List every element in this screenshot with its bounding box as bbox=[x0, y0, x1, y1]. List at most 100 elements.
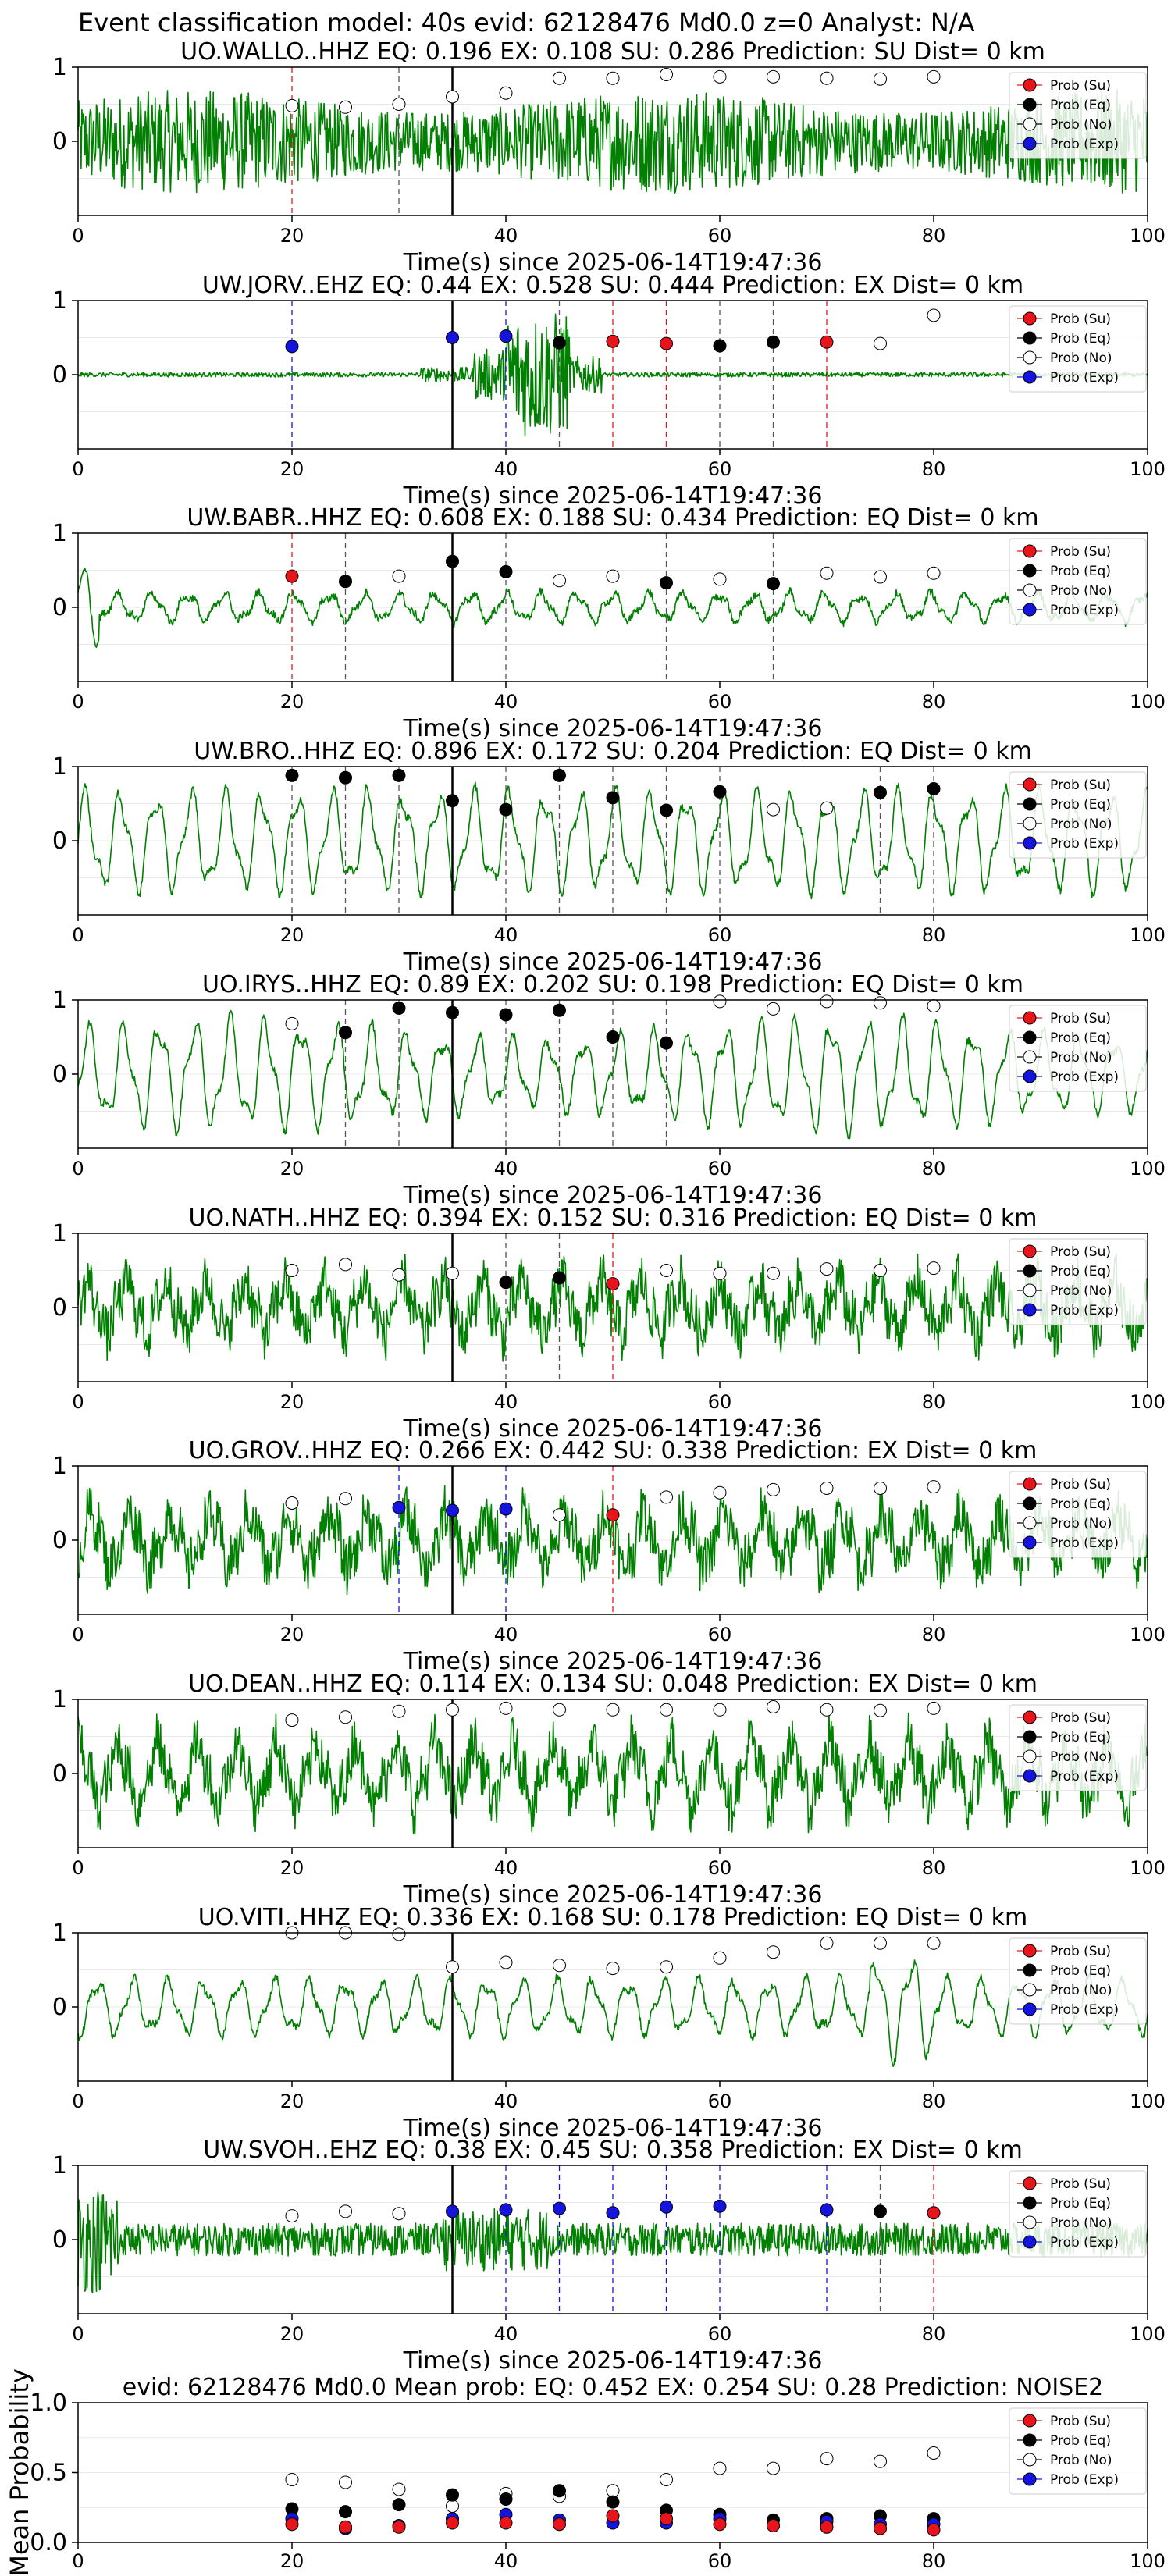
x-tick-label: 60 bbox=[708, 1624, 732, 1646]
mean-point-no bbox=[767, 2461, 780, 2475]
prob-point-no bbox=[874, 570, 887, 584]
x-axis-label: Time(s) since 2025-06-14T19:47:36 bbox=[403, 1881, 823, 1909]
legend-label-exp: Prob (Exp) bbox=[1050, 370, 1119, 386]
x-tick-label: 60 bbox=[708, 2550, 732, 2572]
legend-label-su: Prob (Su) bbox=[1050, 1477, 1111, 1493]
x-tick-label: 100 bbox=[1130, 225, 1166, 247]
legend-marker-su bbox=[1023, 777, 1037, 792]
prob-point-no bbox=[874, 72, 887, 86]
x-tick-label: 20 bbox=[280, 2090, 304, 2112]
x-tick-label: 0 bbox=[72, 1158, 84, 1179]
y-tick-label: 0 bbox=[52, 1294, 67, 1322]
x-tick-label: 60 bbox=[708, 1158, 732, 1179]
prob-point-no bbox=[553, 71, 566, 85]
panel-title: evid: 62128476 Md0.0 Mean prob: EQ: 0.45… bbox=[123, 2374, 1104, 2401]
prob-point-no bbox=[927, 69, 941, 84]
mean-point-no bbox=[927, 2446, 941, 2460]
y-tick-label: 0 bbox=[52, 2226, 67, 2254]
x-tick-label: 20 bbox=[280, 2323, 304, 2345]
prob-point-eq bbox=[553, 336, 566, 350]
legend-marker-eq bbox=[1023, 564, 1037, 578]
legend-label-exp: Prob (Exp) bbox=[1050, 603, 1119, 618]
prob-point-no bbox=[392, 1704, 406, 1718]
legend-marker-su bbox=[1023, 1011, 1037, 1025]
prob-point-eq bbox=[499, 564, 513, 578]
x-tick-label: 100 bbox=[1130, 1158, 1166, 1179]
prob-point-no bbox=[660, 1960, 673, 1974]
x-tick-label: 40 bbox=[494, 458, 518, 480]
panel-3: UW.BABR..HHZ EQ: 0.608 EX: 0.188 SU: 0.4… bbox=[52, 504, 1166, 742]
panel-5: UO.IRYS..HHZ EQ: 0.89 EX: 0.202 SU: 0.19… bbox=[52, 971, 1166, 1209]
prob-point-no bbox=[285, 1496, 299, 1510]
prob-point-eq bbox=[446, 554, 459, 568]
x-tick-label: 20 bbox=[280, 924, 304, 946]
legend-marker-eq bbox=[1023, 2433, 1037, 2447]
x-tick-label: 20 bbox=[280, 458, 304, 480]
prob-point-no bbox=[874, 1703, 887, 1717]
legend-box bbox=[1009, 2407, 1147, 2495]
prob-point-no bbox=[767, 1700, 780, 1713]
legend-label-no: Prob (No) bbox=[1050, 1516, 1112, 1532]
x-tick-label: 40 bbox=[494, 691, 518, 713]
legend-box bbox=[1009, 1704, 1147, 1791]
prob-point-eq bbox=[499, 1008, 513, 1022]
panel-title: UO.GROV..HHZ EQ: 0.266 EX: 0.442 SU: 0.3… bbox=[189, 1437, 1038, 1464]
mean-point-su bbox=[285, 2517, 299, 2532]
prob-point-eq bbox=[339, 1026, 352, 1040]
mean-point-su bbox=[339, 2520, 352, 2534]
legend-box bbox=[1009, 1005, 1147, 1092]
x-tick-label: 40 bbox=[494, 1391, 518, 1413]
panel-title: UO.NATH..HHZ EQ: 0.394 EX: 0.152 SU: 0.3… bbox=[189, 1204, 1038, 1232]
x-tick-label: 60 bbox=[708, 2323, 732, 2345]
prob-point-no bbox=[285, 1713, 299, 1727]
prob-point-no bbox=[553, 1703, 566, 1717]
y-tick-label: 1 bbox=[52, 1686, 67, 1713]
legend-marker-no bbox=[1023, 583, 1037, 597]
prob-point-exp bbox=[499, 2203, 513, 2217]
legend-label-no: Prob (No) bbox=[1050, 1283, 1112, 1299]
prob-point-su bbox=[660, 336, 673, 350]
prob-point-no bbox=[820, 801, 834, 815]
waveform-trace bbox=[77, 89, 1148, 194]
prob-point-no bbox=[606, 1962, 620, 1976]
panel-2: UW.JORV..EHZ EQ: 0.44 EX: 0.528 SU: 0.44… bbox=[52, 272, 1166, 510]
prob-point-no bbox=[874, 336, 887, 350]
y-tick-label: 1 bbox=[52, 1220, 67, 1247]
prob-point-eq bbox=[446, 794, 459, 808]
legend-marker-no bbox=[1023, 2453, 1037, 2467]
x-tick-label: 0 bbox=[72, 458, 84, 480]
prob-point-eq bbox=[767, 335, 780, 349]
prob-point-eq bbox=[606, 1030, 620, 1044]
y-tick-label: 0 bbox=[52, 827, 67, 855]
panel-title: UW.JORV..EHZ EQ: 0.44 EX: 0.528 SU: 0.44… bbox=[202, 272, 1023, 299]
mean-point-su bbox=[660, 2512, 673, 2526]
prob-point-su bbox=[927, 2206, 941, 2220]
prob-point-eq bbox=[285, 768, 299, 782]
prob-point-no bbox=[499, 1955, 513, 1969]
waveform-trace bbox=[77, 1009, 1148, 1140]
x-tick-label: 20 bbox=[280, 2550, 304, 2572]
x-tick-label: 80 bbox=[922, 1158, 946, 1179]
x-tick-label: 80 bbox=[922, 1857, 946, 1879]
prob-point-no bbox=[339, 1258, 352, 1272]
x-tick-label: 20 bbox=[280, 691, 304, 713]
y-tick-label: 0.0 bbox=[30, 2529, 67, 2556]
x-tick-label: 100 bbox=[1130, 1391, 1166, 1413]
y-tick-label: 0 bbox=[52, 1760, 67, 1788]
y-tick-label: 1 bbox=[52, 987, 67, 1014]
mean-point-no bbox=[339, 2475, 352, 2489]
prob-point-no bbox=[339, 1710, 352, 1724]
prob-point-no bbox=[713, 572, 727, 586]
x-tick-label: 60 bbox=[708, 2090, 732, 2112]
prob-point-eq bbox=[553, 768, 566, 782]
y-tick-label: 1.0 bbox=[30, 2389, 67, 2417]
prob-point-no bbox=[606, 1703, 620, 1717]
x-tick-label: 0 bbox=[72, 225, 84, 247]
x-tick-label: 60 bbox=[708, 924, 732, 946]
panel-9: UO.VITI..HHZ EQ: 0.336 EX: 0.168 SU: 0.1… bbox=[52, 1904, 1166, 2142]
x-axis-label: Time(s) since 2025-06-14T19:47:36 bbox=[403, 249, 823, 276]
x-tick-label: 80 bbox=[922, 1624, 946, 1646]
mean-point-eq bbox=[446, 2488, 459, 2502]
legend-label-su: Prob (Su) bbox=[1050, 1244, 1111, 1260]
